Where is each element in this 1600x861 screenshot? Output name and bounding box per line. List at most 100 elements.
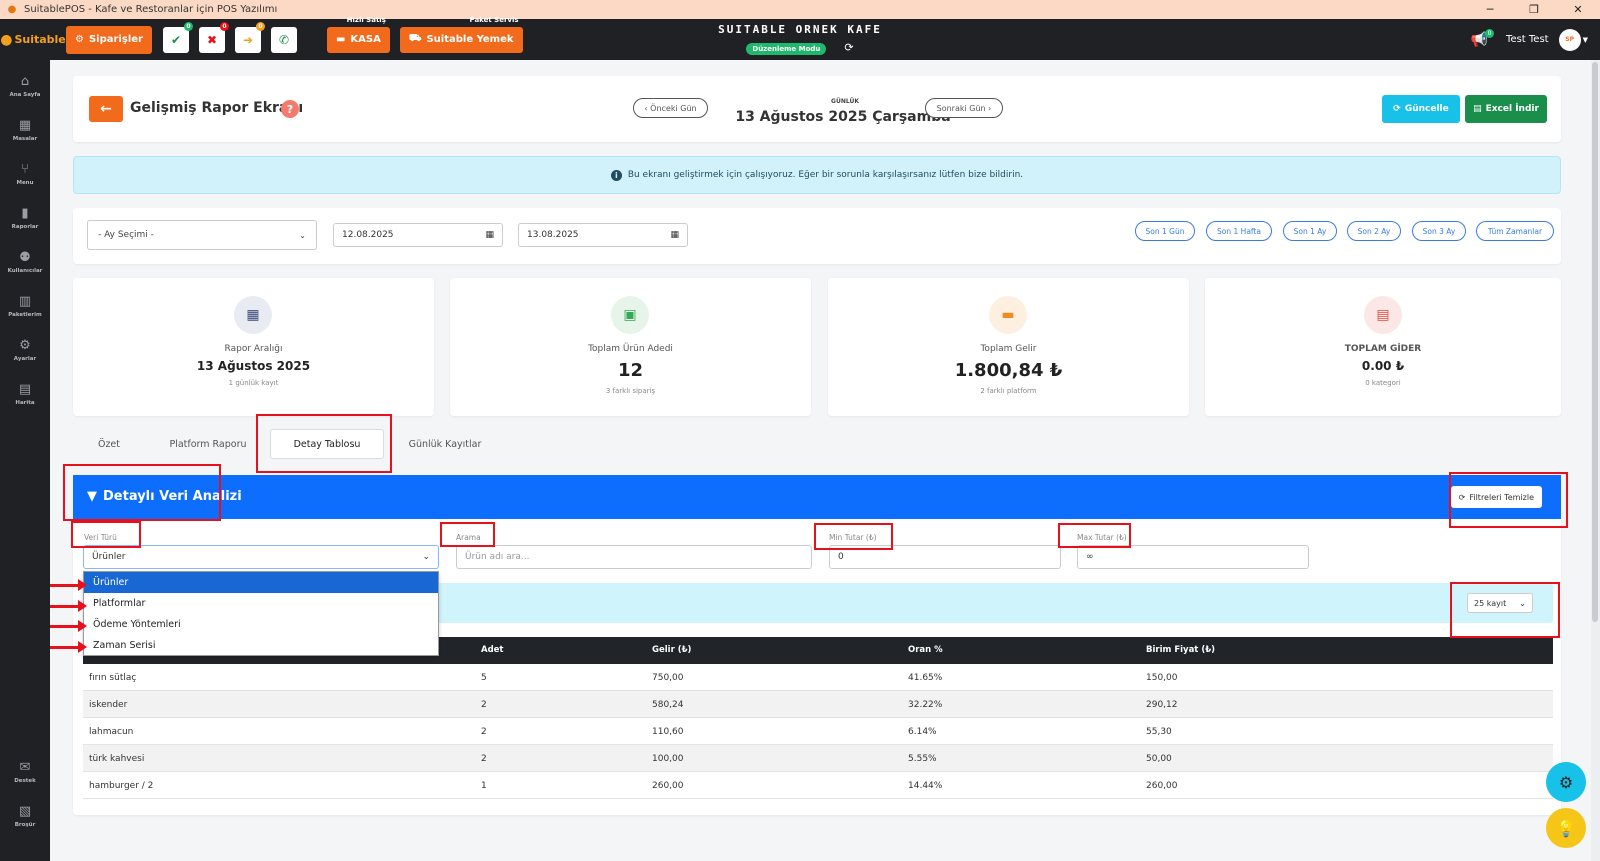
window-title: SuitablePOS - Kafe ve Restoranlar için P… [24, 4, 278, 15]
page-title: Gelişmiş Rapor Ekranı [130, 100, 304, 116]
alert-text: Bu ekranı geliştirmek için çalışıyoruz. … [627, 170, 1024, 180]
date-filter-card: - Ay Seçimi - ⌄ 12.08.2025 ▦ 13.08.2025 … [73, 208, 1561, 264]
arrow-left-icon: ← [100, 101, 112, 117]
quick-filter-all-time[interactable]: Tüm Zamanlar [1476, 221, 1554, 241]
arrow-right-icon: ➜ [242, 32, 253, 47]
sidebar-item-reports[interactable]: ▮ Raporlar [0, 196, 50, 240]
chevron-down-icon[interactable]: ▼ [1582, 35, 1588, 44]
dropdown-option-products[interactable]: Ürünler [84, 572, 438, 593]
prev-day-button[interactable]: ‹ Önceki Gün [633, 98, 708, 118]
quick-filter-1-week[interactable]: Son 1 Hafta [1206, 221, 1272, 241]
sidebar-item-home[interactable]: ⌂ Ana Sayfa [0, 64, 50, 108]
approve-orders-button[interactable]: ✔ 0 [162, 21, 193, 53]
window-titlebar: ● SuitablePOS - Kafe ve Restoranlar için… [0, 0, 1600, 19]
update-label: Güncelle [1404, 104, 1449, 114]
sidebar-item-menu[interactable]: ⑂ Menu [0, 152, 50, 196]
quick-filter-1-month[interactable]: Son 1 Ay [1283, 221, 1337, 241]
dropdown-option-platforms[interactable]: Platformlar [93, 598, 146, 609]
per-page-select[interactable]: 25 kayıt ⌄ [1467, 593, 1533, 613]
sidebar-item-settings[interactable]: ⚙ Ayarlar [0, 328, 50, 372]
help-icon[interactable]: ? [281, 100, 299, 118]
table-cell: türk kahvesi [89, 754, 145, 764]
report-icon: ▮ [21, 205, 29, 221]
month-select[interactable]: - Ay Seçimi - ⌄ [87, 220, 317, 250]
calendar-icon[interactable]: ▦ [670, 230, 679, 240]
column-header[interactable]: Gelir (₺) [652, 645, 692, 655]
stat-sub: 2 farklı platform [980, 387, 1037, 395]
package-service-button[interactable]: Paket Servis ⛟ Suitable Yemek [399, 16, 523, 53]
table-cell: 580,24 [652, 700, 684, 710]
info-icon: i [610, 169, 622, 181]
stat-value: 13 Ağustos 2025 [196, 359, 311, 373]
excel-download-button[interactable]: ▤ Excel İndir [1465, 95, 1547, 123]
table-cell: 260,00 [652, 781, 684, 791]
next-day-button[interactable]: Sonraki Gün › [925, 98, 1003, 118]
sidebar-item-packages[interactable]: ▥ Paketlerim [0, 284, 50, 328]
min-amount-input[interactable]: 0 [829, 545, 1061, 569]
user-name[interactable]: Test Test [1506, 34, 1549, 45]
sidebar-item-users[interactable]: ⚉ Kullanıcılar [0, 240, 50, 284]
clear-filters-button[interactable]: ⟳ Filtreleri Temizle [1450, 486, 1542, 508]
table-row: türk kahvesi 2 100,00 5.55% 50,00 [83, 745, 1553, 772]
table-cell: 290,12 [1146, 700, 1178, 710]
end-date-input[interactable]: 13.08.2025 ▦ [518, 223, 688, 247]
top-navbar: ● Suitable ⚙ Siparişler ✔ 0 ✖ 0 ➜ 0 ✆ Hız… [0, 16, 1600, 60]
column-header[interactable]: Oran % [908, 645, 943, 655]
dropdown-option-payment-methods[interactable]: Ödeme Yöntemleri [93, 619, 181, 630]
quick-sale-button[interactable]: Hızlı Satış ▬ KASA [326, 16, 390, 53]
utensils-icon: ⑂ [21, 161, 29, 177]
max-amount-input[interactable]: ∞ [1077, 545, 1309, 569]
filter-icon: ▼ [87, 489, 97, 504]
stat-label: Toplam Gelir [980, 344, 1037, 354]
scrollbar-thumb[interactable] [1592, 62, 1598, 622]
start-date-input[interactable]: 12.08.2025 ▦ [333, 223, 503, 247]
tab-detail-table[interactable]: Detay Tablosu [270, 429, 384, 459]
gears-icon: ⚙ [1558, 772, 1574, 792]
tab-platform-report[interactable]: Platform Raporu [169, 438, 247, 450]
column-header[interactable]: Birim Fiyat (₺) [1146, 645, 1216, 655]
orders-button[interactable]: ⚙ Siparişler [66, 25, 152, 54]
sidebar-item-support[interactable]: ✉ Destek [0, 750, 50, 794]
tab-daily-records[interactable]: Günlük Kayıtlar [408, 438, 482, 450]
back-button[interactable]: ← [89, 96, 123, 122]
sidebar-item-map[interactable]: ▤ Harita [0, 372, 50, 416]
data-type-select[interactable]: Ürünler ⌄ [83, 545, 439, 569]
quick-filter-1-day[interactable]: Son 1 Gün [1135, 221, 1195, 241]
page-scrollbar[interactable] [1591, 60, 1600, 861]
date-type: GÜNLÜK [831, 98, 859, 105]
dropdown-option-time-series[interactable]: Zaman Serisi [93, 640, 156, 651]
forward-orders-button[interactable]: ➜ 0 [234, 21, 265, 53]
call-button[interactable]: ✆ [270, 26, 297, 53]
refresh-icon[interactable]: ⟳ [844, 41, 854, 54]
stat-value: 1.800,84 ₺ [954, 360, 1063, 381]
quick-filter-3-months[interactable]: Son 3 Ay [1412, 221, 1466, 241]
tab-summary[interactable]: Özet [97, 438, 121, 450]
app-logo[interactable]: ● Suitable [0, 19, 66, 60]
sidebar-item-brochure[interactable]: ▧ Broşür [0, 794, 50, 838]
approve-badge: 0 [183, 21, 193, 31]
sidebar-item-label: Raporlar [11, 223, 39, 230]
close-window-button[interactable]: ✕ [1573, 3, 1583, 16]
stat-label: TOPLAM GİDER [1344, 344, 1422, 354]
table-cell: 150,00 [1146, 673, 1178, 683]
column-header[interactable]: Adet [481, 645, 504, 655]
annotation-box [1450, 582, 1560, 638]
table-cell: 5 [481, 673, 487, 683]
table-cell: 14.44% [908, 781, 943, 791]
maximize-button[interactable]: ❐ [1529, 3, 1539, 16]
logo-text: Suitable [14, 33, 66, 46]
tips-float-button[interactable]: 💡 [1546, 808, 1586, 848]
avatar[interactable]: SP [1558, 28, 1581, 51]
megaphone-icon[interactable]: 📢 0 [1471, 28, 1495, 48]
edit-mode-toggle[interactable]: Düzenleme Modu [746, 43, 827, 55]
reject-orders-button[interactable]: ✖ 0 [198, 21, 229, 53]
search-input[interactable]: Ürün adı ara... [456, 545, 812, 569]
calendar-icon[interactable]: ▦ [485, 230, 494, 240]
table-row: fırın sütlaç 5 750,00 41.65% 150,00 [83, 664, 1553, 691]
chat-icon: ✉ [19, 759, 31, 775]
sidebar-item-tables[interactable]: ▦ Masalar [0, 108, 50, 152]
minimize-button[interactable]: ─ [1486, 3, 1494, 16]
update-button[interactable]: ⟳ Güncelle [1382, 95, 1460, 123]
quick-filter-2-months[interactable]: Son 2 Ay [1347, 221, 1401, 241]
settings-float-button[interactable]: ⚙ [1546, 762, 1586, 802]
